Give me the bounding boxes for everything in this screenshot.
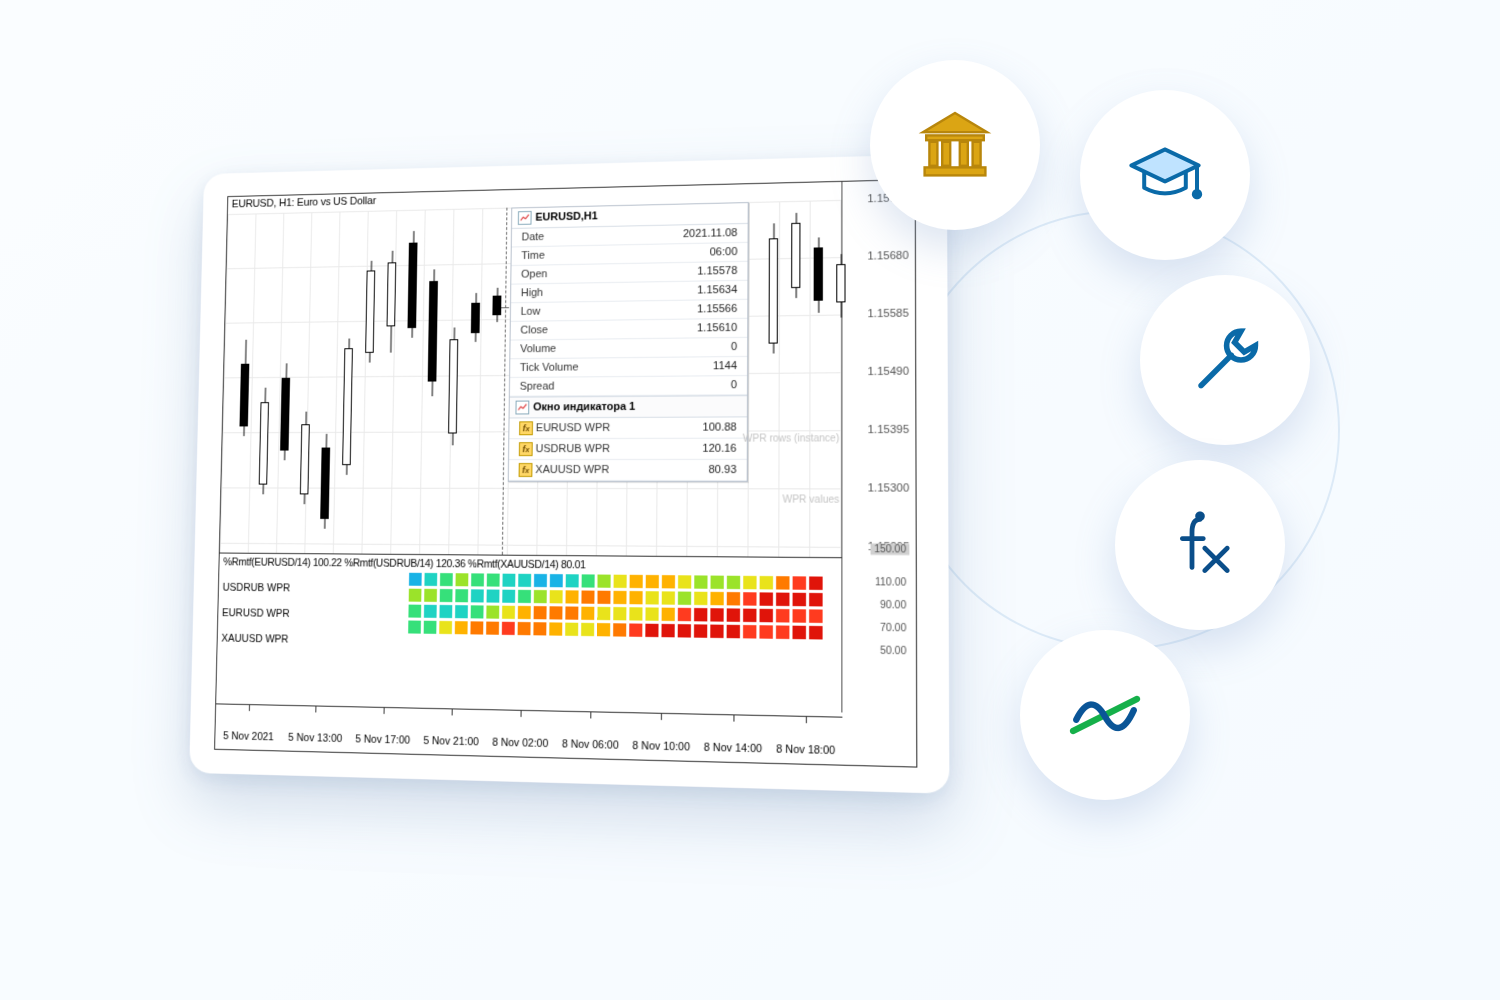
candle [258,388,269,495]
wrench-icon[interactable] [1140,275,1310,445]
indicator-title: %Rmtf(EURUSD/14) 100.22 %Rmtf(USDRUB/14)… [223,554,841,574]
time-tick: 5 Nov 17:00 [349,707,418,754]
wpr-row: fx EURUSD WPR100.88 [509,417,747,438]
chart-icon [518,211,532,225]
time-axis: 5 Nov 20215 Nov 13:005 Nov 17:005 Nov 21… [215,703,842,764]
chart-icon [515,401,529,415]
time-tick: 8 Nov 06:00 [555,712,626,760]
time-tick: 5 Nov 2021 [215,704,282,750]
time-tick: 8 Nov 02:00 [485,710,555,757]
fx-mini-icon: fx [519,442,533,456]
candle [814,237,823,313]
ohlc-table: Date2021.11.08Time06:00Open1.15578High1.… [510,224,748,397]
fx-mini-icon: fx [519,421,533,435]
candle [791,213,800,298]
candle [769,223,779,353]
wpr-table: fx EURUSD WPR100.88fx USDRUB WPR120.16fx… [509,417,747,481]
candle [407,231,417,338]
candle [471,293,480,342]
fx-mini-icon: fx [519,463,533,477]
heatmap-row [409,573,837,590]
fx-icon[interactable] [1115,460,1285,630]
candle [320,434,330,529]
heatmap-row [409,589,838,607]
heatmap-row [408,605,837,624]
candle [386,251,396,353]
annotation-values: WPR values [782,494,839,505]
indicator-section-title: Окно индикатора 1 [533,401,635,414]
data-row: Volume0 [510,337,747,358]
candle [836,254,845,318]
feature-bubbles [870,60,1290,880]
wpr-row: fx USDRUB WPR120.16 [509,438,747,459]
bank-icon[interactable] [870,60,1040,230]
candle [365,261,375,363]
data-row: Spread0 [510,376,747,397]
indicator-subwindow[interactable]: %Rmtf(EURUSD/14) 100.22 %Rmtf(USDRUB/14)… [216,553,842,713]
tablet-frame: EURUSD, H1: Euro vs US Dollar 1.157751.1… [189,154,949,794]
chart-window: EURUSD, H1: Euro vs US Dollar 1.157751.1… [214,179,917,768]
data-window: EURUSD,H1 Date2021.11.08Time06:00Open1.1… [508,202,749,482]
indicator-section-header: Окно индикатора 1 [510,395,747,418]
time-tick: 8 Nov 10:00 [625,713,697,761]
annotation-rows: WPR rows (instance) [743,433,839,444]
time-tick: 5 Nov 21:00 [417,709,486,756]
candle [492,288,501,322]
candle [448,327,458,445]
data-window-title: EURUSD,H1 [535,210,597,223]
candle [300,412,310,505]
time-tick: 8 Nov 14:00 [697,715,769,763]
graduation-cap-icon[interactable] [1080,90,1250,260]
candle [342,338,353,474]
wave-icon[interactable] [1020,630,1190,800]
candle [239,340,250,436]
candle [280,363,291,460]
time-tick: 5 Nov 13:00 [281,706,349,752]
time-tick: 8 Nov 18:00 [769,716,842,765]
candle [427,269,438,396]
wpr-heatmap [408,573,837,643]
data-row: Tick Volume1144 [510,356,747,377]
heatmap-row [408,621,837,640]
wpr-row: fx XAUUSD WPR80.93 [509,459,747,480]
